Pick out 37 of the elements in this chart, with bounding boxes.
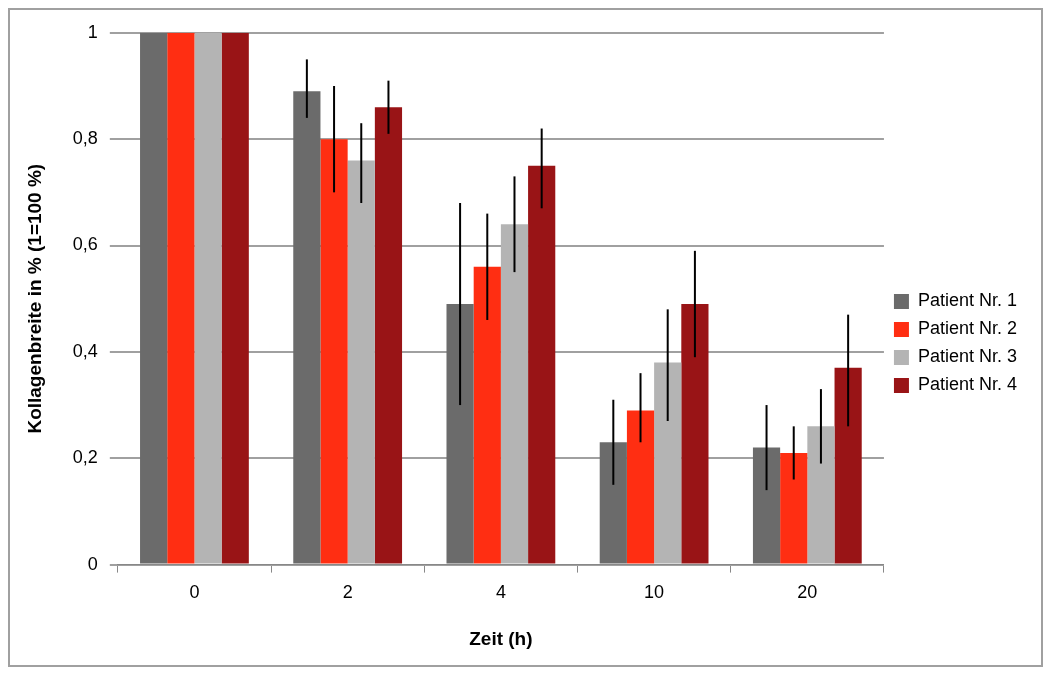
y-axis-title: Kollagenbreite in % (1=100 %) (23, 163, 45, 434)
bar (221, 32, 249, 564)
bar (140, 32, 168, 564)
legend-label: Patient Nr. 3 (917, 346, 1018, 367)
bar (374, 107, 403, 564)
bar (780, 452, 808, 564)
bar (752, 447, 781, 564)
bar (167, 32, 195, 564)
y-tick-label: 0 (87, 553, 98, 574)
x-axis-title: Zeit (h) (469, 627, 533, 649)
legend-label: Patient Nr. 1 (917, 290, 1018, 311)
y-tick-label: 1 (87, 21, 98, 42)
x-tick-label: 20 (797, 582, 818, 603)
x-tick-label: 2 (342, 582, 353, 603)
y-tick-label: 0,8 (72, 128, 98, 149)
bar (194, 32, 222, 564)
bar (320, 139, 348, 564)
bar (528, 165, 556, 564)
legend-label: Patient Nr. 4 (917, 374, 1018, 395)
bar (807, 426, 835, 564)
y-tick-label: 0,2 (72, 447, 98, 468)
bar (473, 266, 501, 564)
y-tick-label: 0,4 (72, 340, 98, 361)
x-tick-label: 10 (644, 582, 665, 603)
bar (599, 442, 627, 564)
legend-label: Patient Nr. 2 (917, 318, 1018, 339)
bar (446, 304, 474, 564)
bar (626, 410, 655, 564)
bar (681, 304, 709, 564)
bar (293, 91, 321, 564)
bar (347, 160, 375, 564)
y-tick-label: 0,6 (72, 234, 98, 255)
bar (834, 367, 862, 564)
x-tick-label: 4 (495, 582, 506, 603)
bar (500, 224, 529, 564)
x-tick-label: 0 (189, 582, 200, 603)
bar (654, 362, 682, 564)
